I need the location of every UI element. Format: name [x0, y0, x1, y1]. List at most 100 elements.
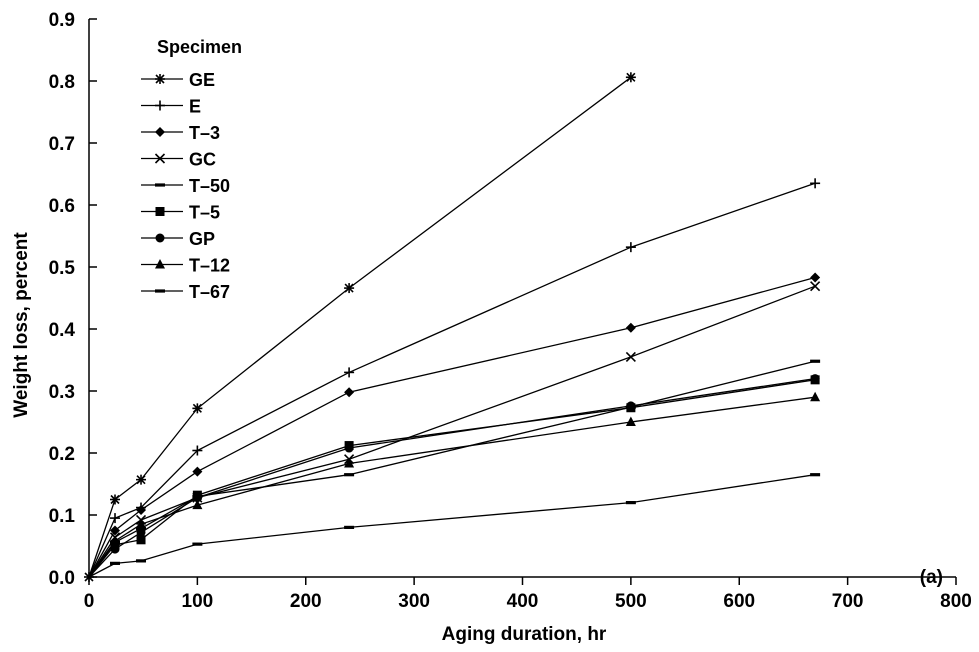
legend-marker	[155, 207, 165, 216]
data-point	[810, 272, 821, 283]
x-tick-label: 500	[615, 591, 647, 612]
data-point	[192, 466, 203, 477]
legend-item: GP	[141, 229, 215, 249]
legend: Specimen GE E T–3 GC T–50 T–5 GP T–12 T–67	[141, 37, 242, 302]
series-7	[88, 374, 820, 578]
data-point	[344, 473, 355, 477]
x-tick-label: 0	[84, 591, 95, 612]
data-point	[344, 283, 355, 294]
data-point	[110, 525, 121, 536]
y-tick-label: 0.4	[49, 320, 76, 341]
data-point	[110, 513, 121, 524]
legend-marker	[155, 233, 165, 243]
data-point	[136, 527, 146, 537]
legend-title: Specimen	[157, 37, 242, 57]
x-tick-label: 200	[290, 591, 322, 612]
legend-label: T–50	[189, 176, 230, 196]
y-tick-label: 0.5	[49, 258, 76, 279]
y-tick-label: 0.0	[49, 568, 75, 589]
panel-label: (a)	[920, 567, 943, 588]
y-tick-label: 0.6	[49, 196, 75, 217]
series-3	[88, 272, 821, 578]
data-point	[810, 359, 821, 363]
legend-marker	[155, 259, 165, 269]
legend-label: T–3	[189, 123, 220, 143]
legend-marker	[155, 289, 165, 293]
series-line	[88, 396, 816, 578]
legend-marker	[155, 74, 165, 84]
legend-marker	[155, 127, 165, 137]
data-point	[136, 505, 147, 516]
y-tick-label: 0.9	[49, 10, 75, 31]
series-8	[88, 391, 821, 578]
data-point	[625, 322, 636, 333]
data-point	[344, 443, 354, 453]
data-point	[810, 178, 821, 189]
axes: 0 100 200 300 400 500 600 700 800 0.0 0.1 0.2 0.3 0.4…	[49, 10, 972, 612]
legend-marker	[155, 100, 165, 111]
x-axis-title: Aging duration, hr	[442, 624, 607, 645]
data-point	[110, 494, 121, 505]
data-point	[136, 518, 147, 529]
x-tick-label: 400	[507, 591, 539, 612]
legend-label: T–5	[189, 203, 220, 223]
data-point	[810, 473, 821, 477]
legend-label: T–12	[189, 256, 230, 276]
legend-marker	[155, 183, 165, 187]
legend-label: GP	[189, 229, 215, 249]
y-tick-label: 0.2	[49, 444, 75, 465]
y-tick-label: 0.1	[49, 506, 76, 527]
data-point	[192, 493, 202, 503]
legend-marker	[154, 153, 166, 164]
y-tick-label: 0.3	[49, 382, 75, 403]
data-point	[136, 474, 147, 485]
data-point	[625, 242, 636, 253]
data-point	[625, 416, 636, 426]
data-point	[344, 458, 355, 468]
data-point	[192, 499, 203, 510]
x-tick-label: 800	[940, 591, 972, 612]
data-point	[192, 445, 203, 456]
data-point	[625, 501, 636, 505]
legend-item: T–5	[141, 203, 220, 223]
x-tick-label: 300	[398, 591, 430, 612]
series-line	[88, 474, 816, 578]
data-point	[136, 535, 146, 545]
data-point	[810, 281, 821, 292]
x-tick-label: 600	[723, 591, 755, 612]
legend-item: T–50	[141, 176, 230, 196]
data-point	[626, 401, 636, 411]
data-point	[110, 544, 120, 554]
legend-label: GC	[189, 150, 216, 170]
data-point	[810, 391, 821, 402]
data-point	[625, 351, 636, 362]
legend-label: E	[189, 97, 201, 117]
legend-item: T–3	[141, 123, 220, 143]
data-point	[625, 72, 636, 83]
data-point	[810, 374, 820, 384]
data-point	[192, 542, 203, 546]
legend-item: GE	[141, 70, 215, 90]
series-1	[84, 72, 636, 582]
series-9	[88, 473, 821, 578]
data-point	[344, 367, 355, 378]
data-point	[110, 561, 121, 565]
legend-item: T–67	[141, 282, 230, 302]
data-point	[344, 387, 355, 398]
legend-label: GE	[189, 70, 215, 90]
series-6	[88, 375, 820, 578]
y-axis-title: Weight loss, percent	[11, 232, 32, 418]
y-tick-label: 0.8	[49, 72, 75, 93]
data-point	[136, 559, 147, 563]
y-tick-label: 0.7	[49, 134, 75, 155]
x-tick-label: 100	[182, 591, 214, 612]
legend-label: T–67	[189, 282, 230, 302]
data-point	[192, 403, 203, 414]
legend-item: T–12	[141, 256, 230, 276]
series-line	[88, 76, 632, 578]
data-point	[110, 535, 121, 546]
legend-item: GC	[141, 150, 216, 170]
data-point	[344, 525, 355, 529]
x-tick-label: 700	[832, 591, 864, 612]
